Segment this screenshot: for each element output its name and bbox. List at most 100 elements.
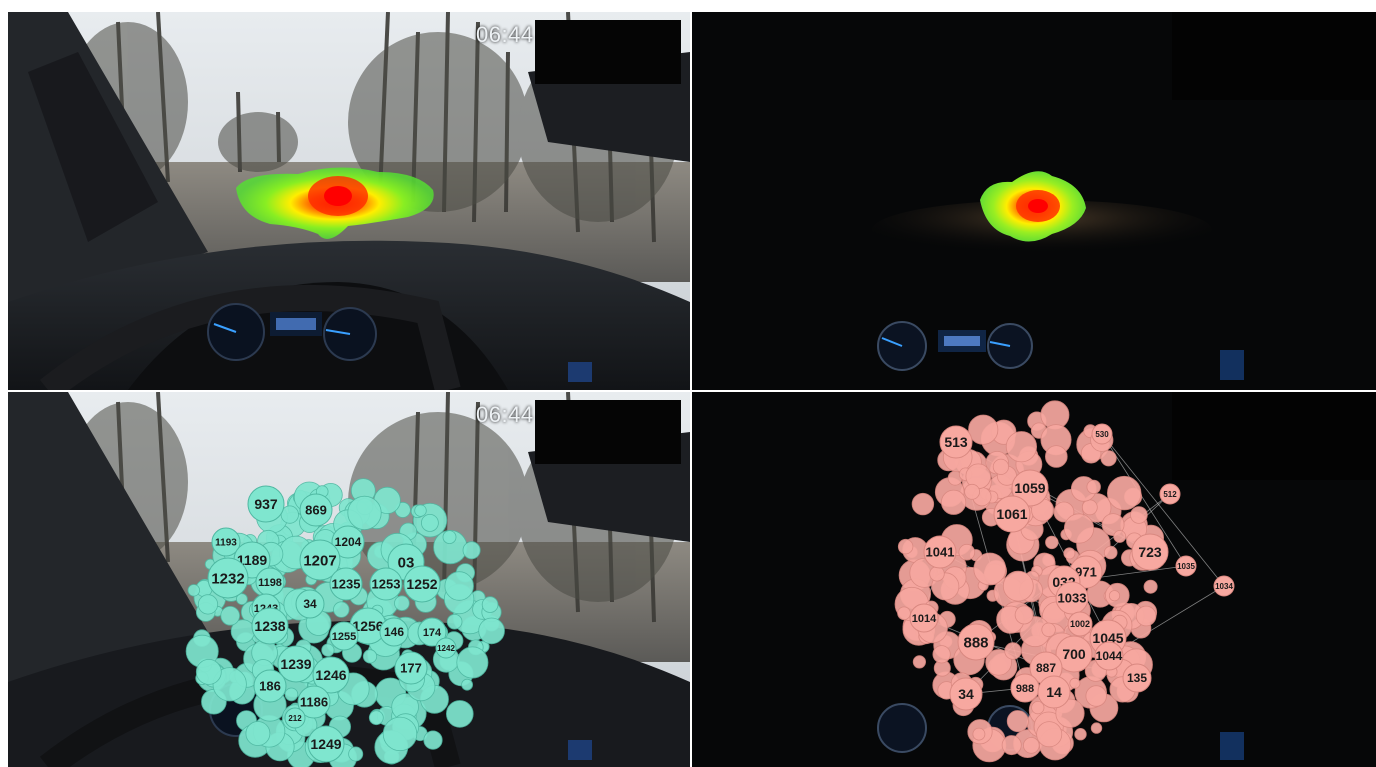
fixation-bubble — [435, 637, 457, 659]
fixation-dot — [941, 489, 967, 515]
fixation-label: 887 — [1036, 661, 1056, 675]
fixation-bubble — [211, 527, 241, 557]
fixation-label: 212 — [288, 714, 302, 723]
fixation-bubble — [1213, 575, 1235, 597]
fixation-bubble — [295, 589, 325, 619]
fixation-dot — [1085, 685, 1107, 707]
fixation-dot — [911, 492, 935, 516]
fixation-label: 700 — [1062, 646, 1086, 662]
fixation-bubble — [1067, 611, 1093, 637]
fixation-bubble — [284, 707, 306, 729]
fixation-dot — [897, 606, 911, 621]
fixation-dot — [1090, 722, 1103, 734]
fixation-label: 1045 — [1092, 630, 1123, 646]
fixation-label: 1035 — [1177, 562, 1195, 571]
fixation-label: 1252 — [406, 576, 437, 592]
fixation-dot — [968, 414, 999, 445]
fixation-label: 1242 — [437, 644, 455, 653]
fixation-bubble — [1055, 635, 1093, 673]
fixation-dot — [992, 458, 1009, 475]
fixation-label: 1002 — [1070, 619, 1090, 629]
fixation-dot — [1063, 547, 1076, 560]
fixation-label: 1193 — [215, 538, 237, 549]
fixation-label: 888 — [963, 634, 988, 651]
fixation-label: 186 — [259, 679, 281, 694]
redaction-box — [535, 20, 681, 84]
fixation-label: 723 — [1138, 544, 1162, 560]
fixation-dot — [235, 593, 248, 606]
fixation-bubble — [993, 495, 1031, 533]
fixation-bubble — [1159, 483, 1181, 505]
fixation-dot — [362, 649, 378, 664]
fixation-bubble — [1122, 663, 1152, 693]
fixation-dot — [1045, 535, 1059, 550]
fixation-label: 971 — [1075, 565, 1097, 580]
fixation-bubble — [1094, 641, 1124, 671]
fixation-label: 1061 — [996, 506, 1027, 522]
day-fixation-panel: 937 869 1193 1204 1189 1207 03 1232 1198 1235 1253… — [8, 392, 690, 767]
fixation-dot — [245, 721, 271, 746]
fixation-dot — [1130, 506, 1148, 524]
fixation-bubble — [297, 685, 331, 719]
fixation-label: 1239 — [280, 656, 311, 672]
fixation-dot — [1004, 642, 1022, 660]
fixation-dot — [929, 566, 945, 582]
fixation-dot — [212, 667, 247, 702]
fixation-label: 1235 — [332, 577, 361, 592]
fixation-dot — [912, 655, 926, 669]
fixation-bubble — [331, 525, 365, 559]
fixation-bubble — [369, 567, 403, 601]
fixation-bubble — [909, 603, 939, 633]
fixation-dot — [1044, 445, 1068, 468]
fixation-dot — [461, 678, 474, 691]
fixation-label: 1256 — [352, 618, 383, 634]
fixation-bubble — [403, 565, 441, 603]
fixation-label: 869 — [305, 503, 327, 518]
fixation-label: 1041 — [926, 545, 955, 560]
redaction-box — [535, 400, 681, 464]
fixation-bubble — [394, 651, 428, 685]
fixation-bubble — [312, 656, 350, 694]
fixation-dot — [348, 746, 364, 762]
fixation-bubble — [247, 485, 285, 523]
fixation-bubble — [251, 607, 289, 645]
fixation-dot — [284, 687, 299, 702]
fixation-label: 174 — [423, 627, 442, 639]
fixation-dot — [1086, 479, 1101, 495]
fixation-labels: 937 869 1193 1204 1189 1207 03 1232 1198 1235 1253… — [207, 485, 457, 763]
fixation-dot — [347, 495, 382, 530]
fixation-dot — [1103, 545, 1118, 560]
fixation-bubble — [1175, 555, 1197, 577]
fixation-dot — [932, 645, 951, 664]
fixation-bubble — [1037, 675, 1071, 709]
fixation-dot — [444, 571, 474, 601]
fixation-dot — [420, 513, 439, 532]
fixation-dot — [1031, 700, 1045, 715]
fixation-dot — [1001, 735, 1022, 756]
fixation-dot — [1135, 605, 1157, 627]
fixation-dot — [897, 538, 914, 555]
fixation-dot — [1069, 677, 1081, 689]
fixation-bubble — [329, 567, 363, 601]
fixation-bubble — [1131, 533, 1169, 571]
fixation-dot — [958, 543, 976, 561]
fixation-dot — [1100, 450, 1117, 467]
fixation-dot — [382, 716, 418, 752]
fixation-dot — [1107, 475, 1142, 511]
fixation-dot — [1101, 513, 1125, 537]
scanpath-line — [1101, 433, 1225, 587]
fixation-dot — [973, 552, 1007, 586]
fixation-label: 177 — [400, 661, 422, 676]
timestamp: 06:44 — [476, 22, 534, 47]
fixation-dot — [394, 595, 410, 612]
fixation-label: 1249 — [310, 736, 341, 752]
fixation-dot — [195, 658, 222, 685]
fixation-dot — [446, 613, 463, 630]
fixation-bubble — [949, 677, 983, 711]
fixation-label: 1044 — [1096, 649, 1123, 663]
day-heatmap-panel: 06:44 — [8, 12, 690, 390]
fixation-dot — [1074, 728, 1087, 741]
fixation-dot — [333, 601, 350, 618]
fixation-dot — [478, 617, 505, 645]
